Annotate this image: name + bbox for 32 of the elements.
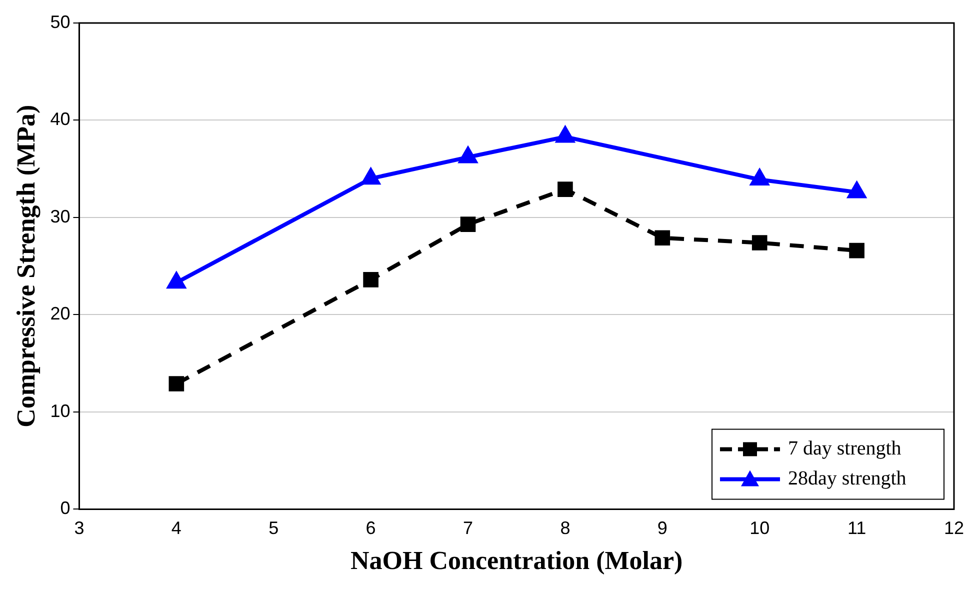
y-tick-label: 20 bbox=[50, 304, 70, 324]
point bbox=[848, 182, 866, 198]
y-tick-label: 40 bbox=[50, 109, 70, 130]
point bbox=[460, 216, 476, 232]
x-tick-label: 4 bbox=[171, 518, 182, 538]
x-tick-label: 7 bbox=[463, 518, 474, 538]
point bbox=[556, 126, 574, 143]
point bbox=[752, 235, 768, 250]
x-tick-label: 10 bbox=[750, 518, 770, 538]
point bbox=[363, 272, 378, 288]
x-tick-label: 9 bbox=[657, 518, 668, 538]
point bbox=[168, 376, 184, 392]
point bbox=[849, 242, 864, 258]
x-tick-label: 12 bbox=[944, 518, 964, 538]
y-tick-label: 0 bbox=[60, 498, 70, 518]
point bbox=[654, 230, 670, 246]
legend-label: 28day strength bbox=[788, 467, 906, 490]
x-tick-label: 11 bbox=[847, 518, 866, 538]
y-tick-label: 10 bbox=[50, 400, 70, 421]
y-tick-label: 30 bbox=[50, 206, 70, 226]
x-tick-label: 8 bbox=[560, 518, 570, 538]
point bbox=[362, 168, 380, 185]
point bbox=[459, 147, 477, 164]
point bbox=[558, 182, 573, 197]
y-axis-title: Compressive Strength (MPa) bbox=[11, 104, 40, 428]
x-tick-label: 6 bbox=[366, 518, 376, 538]
x-tick-label: 5 bbox=[268, 518, 279, 538]
point bbox=[750, 170, 769, 186]
y-tick-label: 50 bbox=[50, 12, 70, 32]
x-axis-title: NaOH Concentration (Molar) bbox=[350, 546, 683, 576]
legend-label: 7 day strength bbox=[788, 437, 902, 460]
x-tick-label: 3 bbox=[74, 518, 84, 538]
